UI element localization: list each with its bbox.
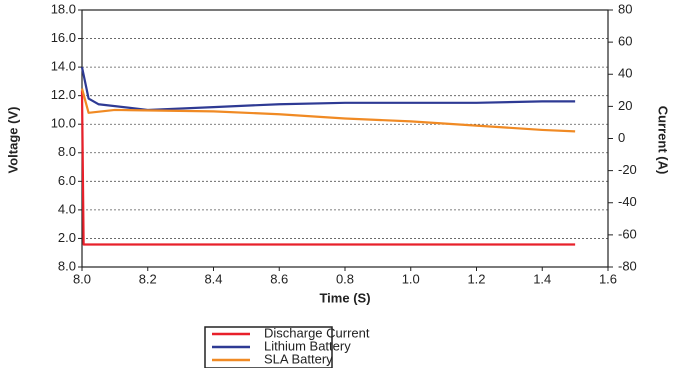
legend-label: Lithium Battery	[264, 338, 351, 353]
y-tick-label: 8.0	[58, 144, 76, 159]
y2-tick-label: 20	[618, 98, 632, 113]
y-tick-label: 8.0	[58, 258, 76, 273]
y-tick-label: 6.0	[58, 173, 76, 188]
y-tick-label: 10.0	[51, 116, 76, 131]
y2-tick-label: 40	[618, 66, 632, 81]
y-tick-label: 2.0	[58, 230, 76, 245]
x-tick-label: 8.0	[73, 271, 91, 286]
legend-label: SLA Battery	[264, 351, 333, 366]
series-line	[80, 88, 576, 133]
y2-tick-label: 0	[618, 130, 625, 145]
y-tick-label: 4.0	[58, 201, 76, 216]
x-tick-label: 1.2	[467, 271, 485, 286]
legend-label: Discharge Current	[264, 325, 370, 340]
y2-axis-title: Current (A)	[656, 106, 671, 175]
x-tick-label: 8.6	[270, 271, 288, 286]
series-line	[80, 66, 576, 112]
plot-frame	[81, 9, 609, 268]
x-axis-title: Time (S)	[319, 290, 370, 305]
y2-tick-label: 60	[618, 34, 632, 49]
x-tick-label: 1.6	[599, 271, 617, 286]
x-tick-label: 0.8	[336, 271, 354, 286]
y-tick-label: 18.0	[51, 1, 76, 16]
y2-tick-label: -80	[618, 258, 637, 273]
y2-tick-label: -60	[618, 226, 637, 241]
series-line	[80, 90, 576, 246]
y-tick-label: 14.0	[51, 59, 76, 74]
x-tick-label: 1.0	[402, 271, 420, 286]
y-axis-title: Voltage (V)	[5, 107, 20, 174]
y-tick-label: 16.0	[51, 30, 76, 45]
y2-tick-label: -40	[618, 194, 637, 209]
x-tick-label: 8.2	[139, 271, 157, 286]
x-tick-label: 8.4	[204, 271, 222, 286]
x-tick-label: 1.4	[533, 271, 551, 286]
y2-tick-label: -20	[618, 162, 637, 177]
y-tick-label: 12.0	[51, 87, 76, 102]
y2-tick-label: 80	[618, 1, 632, 16]
